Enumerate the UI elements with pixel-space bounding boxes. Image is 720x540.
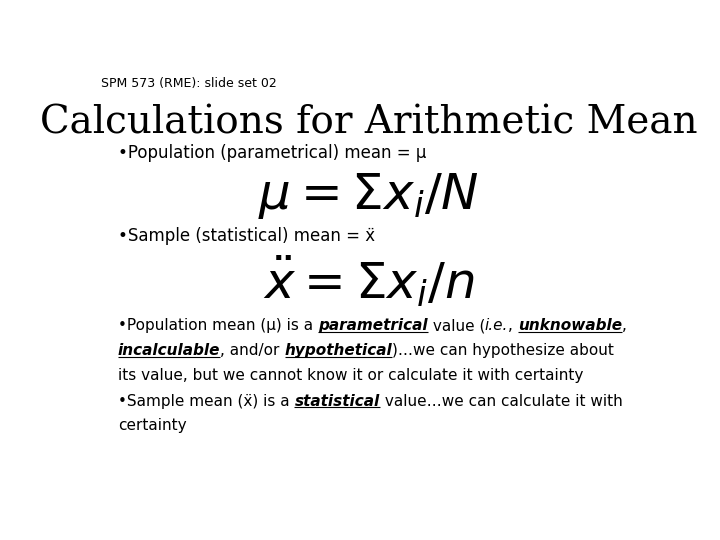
Text: •Population (parametrical) mean = μ: •Population (parametrical) mean = μ (118, 144, 426, 162)
Text: SPM 573 (RME): slide set 02: SPM 573 (RME): slide set 02 (101, 77, 277, 90)
Text: value (: value ( (428, 319, 485, 333)
Text: its value, but we cannot know it or calculate it with certainty: its value, but we cannot know it or calc… (118, 368, 583, 382)
Text: i.e.: i.e. (485, 319, 508, 333)
Text: ,: , (622, 319, 627, 333)
Text: $\mu = \Sigma x_i/N$: $\mu = \Sigma x_i/N$ (258, 171, 480, 221)
Text: Calculations for Arithmetic Mean: Calculations for Arithmetic Mean (40, 104, 698, 141)
Text: •Population mean (μ) is a: •Population mean (μ) is a (118, 319, 318, 333)
Text: parametrical: parametrical (318, 319, 428, 333)
Text: unknowable: unknowable (518, 319, 622, 333)
Text: •Sample mean (ẍ) is a: •Sample mean (ẍ) is a (118, 394, 294, 409)
Text: )…we can hypothesize about: )…we can hypothesize about (392, 343, 614, 359)
Text: ,: , (508, 319, 518, 333)
Text: incalculable: incalculable (118, 343, 220, 359)
Text: $\ddot{x} = \Sigma x_i/n$: $\ddot{x} = \Sigma x_i/n$ (264, 254, 474, 309)
Text: , and/or: , and/or (220, 343, 284, 359)
Text: value…we can calculate it with: value…we can calculate it with (379, 394, 622, 409)
Text: certainty: certainty (118, 418, 186, 433)
Text: hypothetical: hypothetical (284, 343, 392, 359)
Text: •Sample (statistical) mean = ẍ: •Sample (statistical) mean = ẍ (118, 227, 375, 245)
Text: statistical: statistical (294, 394, 379, 409)
